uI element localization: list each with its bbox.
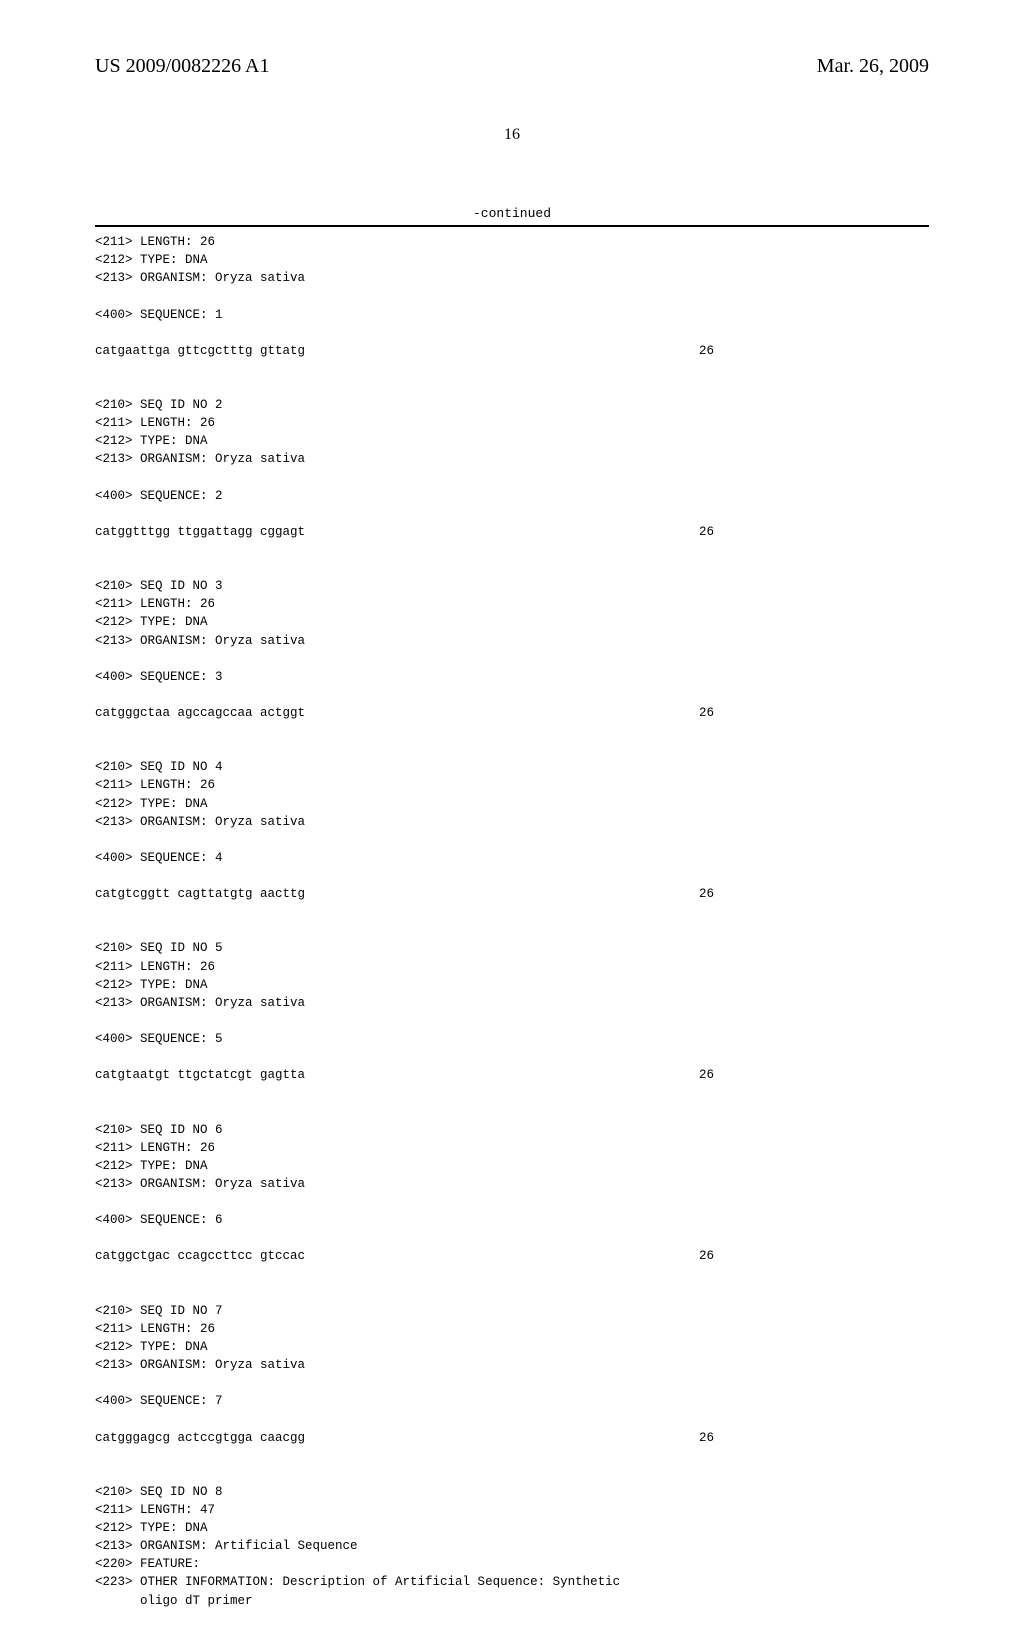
seq-blank	[95, 1193, 929, 1211]
seq-meta-line: <211> LENGTH: 26	[95, 595, 929, 613]
seq-data-line: catgtaatgt ttgctatcgt gagtta 26	[95, 1066, 929, 1084]
seq-label-line: <400> SEQUENCE: 6	[95, 1211, 929, 1229]
seq-length-value: 26	[699, 1429, 714, 1447]
seq-blank	[95, 1284, 929, 1302]
seq-blank	[95, 1084, 929, 1102]
seq-meta-line: <213> ORGANISM: Oryza sativa	[95, 1356, 929, 1374]
seq-nucleotides: catggtttgg ttggattagg cggagt	[95, 523, 305, 541]
seq-blank	[95, 921, 929, 939]
seq-meta-line: <212> TYPE: DNA	[95, 1157, 929, 1175]
seq-blank	[95, 1012, 929, 1030]
seq-label-line: <400> SEQUENCE: 3	[95, 668, 929, 686]
seq-length-value: 26	[699, 704, 714, 722]
seq-blank	[95, 740, 929, 758]
seq-blank	[95, 867, 929, 885]
seq-meta-line: <213> ORGANISM: Oryza sativa	[95, 813, 929, 831]
seq-blank	[95, 650, 929, 668]
seq-nucleotides: catgtcggtt cagttatgtg aacttg	[95, 885, 305, 903]
seq-nucleotides: catgggctaa agccagccaa actggt	[95, 704, 305, 722]
publication-number: US 2009/0082226 A1	[95, 55, 269, 78]
seq-data-line: catgaattga gttcgctttg gttatg 26	[95, 342, 929, 360]
seq-data-line: catgggctaa agccagccaa actggt 26	[95, 704, 929, 722]
seq-length-value: 26	[699, 1247, 714, 1265]
seq-length-value: 26	[699, 342, 714, 360]
seq-meta-line: <211> LENGTH: 26	[95, 958, 929, 976]
seq-meta-line: <220> FEATURE:	[95, 1555, 929, 1573]
seq-meta-line: <211> LENGTH: 26	[95, 233, 929, 251]
seq-meta-line: <213> ORGANISM: Oryza sativa	[95, 632, 929, 650]
seq-meta-line: <210> SEQ ID NO 2	[95, 396, 929, 414]
seq-label-line: <400> SEQUENCE: 2	[95, 487, 929, 505]
seq-blank	[95, 1229, 929, 1247]
seq-meta-line: <210> SEQ ID NO 8	[95, 1483, 929, 1501]
seq-meta-line: <213> ORGANISM: Oryza sativa	[95, 450, 929, 468]
seq-meta-line: <211> LENGTH: 26	[95, 414, 929, 432]
seq-blank	[95, 287, 929, 305]
seq-blank	[95, 324, 929, 342]
seq-data-line: catggtttgg ttggattagg cggagt 26	[95, 523, 929, 541]
seq-meta-line: <212> TYPE: DNA	[95, 1519, 929, 1537]
sequence-listing: <211> LENGTH: 26<212> TYPE: DNA<213> ORG…	[95, 233, 929, 1610]
seq-blank	[95, 360, 929, 378]
seq-label-line: <400> SEQUENCE: 1	[95, 306, 929, 324]
seq-meta-line: <213> ORGANISM: Oryza sativa	[95, 269, 929, 287]
publication-date: Mar. 26, 2009	[817, 55, 929, 78]
seq-blank	[95, 1374, 929, 1392]
seq-blank	[95, 1410, 929, 1428]
seq-meta-line: <212> TYPE: DNA	[95, 1338, 929, 1356]
seq-blank	[95, 1102, 929, 1120]
seq-meta-line: <213> ORGANISM: Oryza sativa	[95, 1175, 929, 1193]
seq-blank	[95, 559, 929, 577]
seq-meta-line: <213> ORGANISM: Artificial Sequence	[95, 1537, 929, 1555]
seq-blank	[95, 1048, 929, 1066]
seq-meta-line: <211> LENGTH: 26	[95, 1320, 929, 1338]
seq-meta-line: <212> TYPE: DNA	[95, 432, 929, 450]
seq-meta-line: <212> TYPE: DNA	[95, 976, 929, 994]
seq-meta-line: <210> SEQ ID NO 3	[95, 577, 929, 595]
seq-blank	[95, 722, 929, 740]
seq-blank	[95, 686, 929, 704]
seq-data-line: catgtcggtt cagttatgtg aacttg 26	[95, 885, 929, 903]
seq-blank	[95, 378, 929, 396]
seq-meta-line: <223> OTHER INFORMATION: Description of …	[95, 1573, 929, 1591]
horizontal-rule	[95, 225, 929, 227]
seq-meta-line: <212> TYPE: DNA	[95, 795, 929, 813]
seq-data-line: catggctgac ccagccttcc gtccac 26	[95, 1247, 929, 1265]
seq-blank	[95, 1265, 929, 1283]
seq-meta-line: <212> TYPE: DNA	[95, 251, 929, 269]
seq-blank	[95, 505, 929, 523]
seq-length-value: 26	[699, 885, 714, 903]
seq-nucleotides: catgaattga gttcgctttg gttatg	[95, 342, 305, 360]
seq-nucleotides: catgtaatgt ttgctatcgt gagtta	[95, 1066, 305, 1084]
seq-data-line: catgggagcg actccgtgga caacgg 26	[95, 1429, 929, 1447]
seq-blank	[95, 903, 929, 921]
seq-meta-line: oligo dT primer	[95, 1592, 929, 1610]
page-number: 16	[95, 126, 929, 144]
seq-meta-line: <210> SEQ ID NO 5	[95, 939, 929, 957]
seq-blank	[95, 541, 929, 559]
seq-meta-line: <211> LENGTH: 26	[95, 1139, 929, 1157]
seq-label-line: <400> SEQUENCE: 4	[95, 849, 929, 867]
seq-label-line: <400> SEQUENCE: 7	[95, 1392, 929, 1410]
page-header: US 2009/0082226 A1 Mar. 26, 2009	[95, 55, 929, 78]
seq-meta-line: <211> LENGTH: 47	[95, 1501, 929, 1519]
seq-length-value: 26	[699, 523, 714, 541]
seq-meta-line: <212> TYPE: DNA	[95, 613, 929, 631]
seq-blank	[95, 469, 929, 487]
seq-length-value: 26	[699, 1066, 714, 1084]
seq-nucleotides: catgggagcg actccgtgga caacgg	[95, 1429, 305, 1447]
page-container: US 2009/0082226 A1 Mar. 26, 2009 16 -con…	[0, 0, 1024, 1650]
seq-meta-line: <213> ORGANISM: Oryza sativa	[95, 994, 929, 1012]
seq-blank	[95, 1447, 929, 1465]
seq-blank	[95, 831, 929, 849]
seq-meta-line: <210> SEQ ID NO 6	[95, 1121, 929, 1139]
seq-label-line: <400> SEQUENCE: 5	[95, 1030, 929, 1048]
seq-meta-line: <210> SEQ ID NO 7	[95, 1302, 929, 1320]
seq-meta-line: <211> LENGTH: 26	[95, 776, 929, 794]
continued-label: -continued	[95, 206, 929, 221]
seq-meta-line: <210> SEQ ID NO 4	[95, 758, 929, 776]
seq-blank	[95, 1465, 929, 1483]
seq-nucleotides: catggctgac ccagccttcc gtccac	[95, 1247, 305, 1265]
